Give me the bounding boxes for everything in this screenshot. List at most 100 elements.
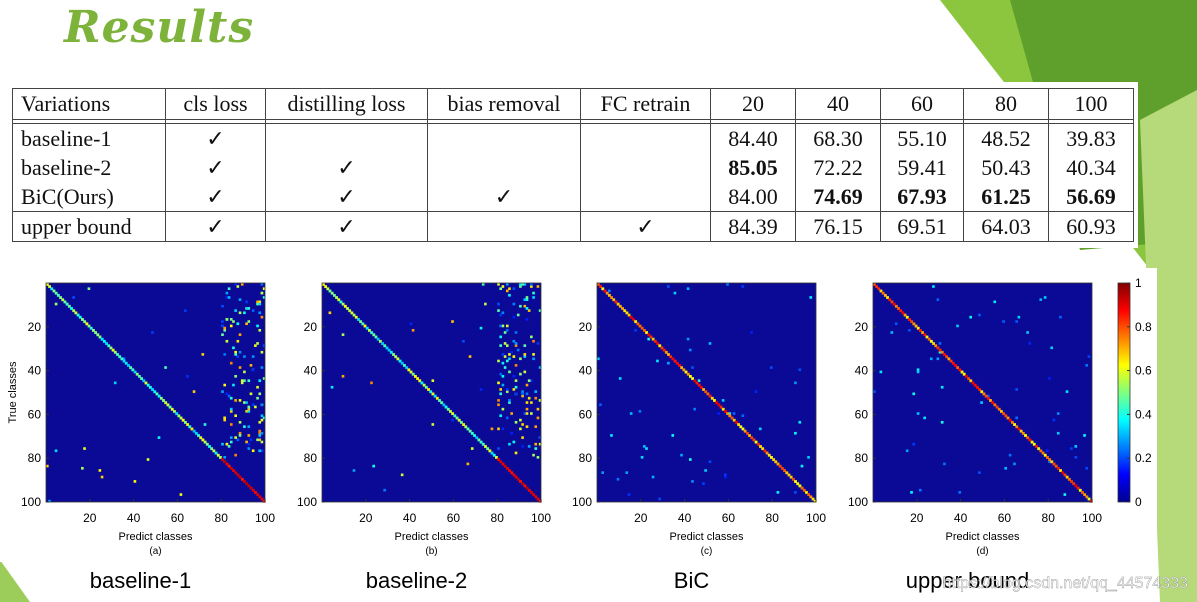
- heatmap-diagonal-cell: [1008, 418, 1012, 422]
- heatmap-cell: [238, 350, 242, 354]
- heatmap-cell: [260, 315, 264, 319]
- heatmap-cell: [499, 388, 503, 391]
- heatmap-diagonal-cell: [416, 377, 420, 381]
- heatmap-cell: [225, 296, 229, 299]
- table-cell: 60.93: [1048, 211, 1134, 242]
- heatmap-diagonal-cell: [470, 431, 474, 435]
- heatmap-diagonal-cell: [658, 344, 662, 348]
- heatmap-diagonal-cell: [201, 438, 205, 442]
- heatmap-cell: [203, 423, 207, 426]
- heatmap-diagonal-cell: [398, 359, 402, 363]
- heatmap-cell: [247, 307, 251, 310]
- heatmap-diagonal-cell: [713, 399, 716, 402]
- table-cell: upper bound: [12, 211, 166, 242]
- heatmap-cell: [918, 488, 922, 492]
- heatmap-cell: [225, 339, 229, 343]
- heatmap-cell: [530, 335, 533, 339]
- heatmap-diagonal-cell: [131, 368, 135, 372]
- heatmap-cell: [232, 383, 235, 387]
- heatmap-diagonal-cell: [761, 447, 765, 451]
- heatmap-cell: [525, 307, 529, 310]
- heatmap-diagonal-cell: [667, 353, 670, 356]
- heatmap-cell: [794, 431, 797, 435]
- table-cell: [427, 153, 581, 182]
- heatmap-cell: [905, 449, 909, 453]
- y-tick-label: 20: [28, 320, 42, 334]
- heatmap-diagonal-cell: [153, 390, 157, 394]
- heatmap-diagonal-cell: [765, 451, 769, 455]
- heatmap-cell: [750, 331, 753, 334]
- heatmap-diagonal-cell: [503, 464, 507, 468]
- heatmap-diagonal-cell: [734, 420, 738, 424]
- heatmap-cell: [249, 438, 253, 442]
- heatmap-diagonal-cell: [699, 385, 703, 389]
- heatmap-diagonal-cell: [925, 335, 929, 339]
- heatmap-diagonal-cell: [63, 300, 67, 304]
- table-cell: 69.51: [880, 211, 964, 242]
- heatmap-diagonal-cell: [205, 442, 209, 446]
- heatmap-diagonal-cell: [381, 342, 384, 345]
- heatmap-cell: [499, 372, 503, 376]
- heatmap-cell: [1015, 320, 1018, 323]
- heatmap-cell: [514, 379, 518, 382]
- heatmap-diagonal-cell: [492, 453, 496, 457]
- heatmap-diagonal-cell: [232, 469, 235, 472]
- heatmap-diagonal-cell: [98, 335, 102, 339]
- heatmap-diagonal-cell: [787, 473, 791, 477]
- heatmap-diagonal-cell: [892, 302, 896, 306]
- heatmap-diagonal-cell: [468, 429, 472, 433]
- heatmap-diagonal-cell: [199, 436, 203, 440]
- heatmap-cell: [1085, 466, 1089, 470]
- heatmap-diagonal-cell: [1000, 410, 1003, 413]
- heatmap-diagonal-cell: [1063, 473, 1067, 477]
- heatmap-cell: [1046, 449, 1049, 453]
- heatmap-diagonal-cell: [708, 394, 712, 398]
- x-tick-label: 60: [998, 511, 1012, 525]
- heatmap-diagonal-cell: [221, 458, 225, 462]
- heatmap-diagonal-cell: [945, 355, 949, 359]
- heatmap-cell: [534, 442, 538, 446]
- heatmap-diagonal-cell: [1061, 471, 1065, 475]
- heatmap-diagonal-cell: [335, 296, 338, 299]
- heatmap-cell: [411, 328, 415, 332]
- table-cell: 40.34: [1048, 153, 1134, 182]
- heatmap-diagonal-cell: [67, 304, 71, 308]
- heatmap-cell: [400, 473, 404, 477]
- heatmap-diagonal-cell: [238, 475, 242, 479]
- heatmap-diagonal-cell: [997, 407, 1001, 411]
- heatmap-cell: [260, 449, 264, 453]
- heatmap-diagonal-cell: [636, 322, 640, 326]
- heatmap-cell: [240, 379, 244, 382]
- heatmap-cell: [601, 471, 605, 474]
- heatmap-diagonal-cell: [1017, 427, 1021, 431]
- heatmap-diagonal-cell: [949, 359, 953, 363]
- heatmap-cell: [258, 379, 262, 382]
- heatmap-diagonal-cell: [256, 493, 260, 497]
- heatmap-cell: [536, 416, 540, 420]
- table-cell: bias removal: [427, 88, 581, 120]
- heatmap-diagonal-cell: [157, 394, 161, 398]
- heatmap-cell: [523, 353, 527, 356]
- heatmap-cell: [262, 416, 266, 420]
- heatmap-diagonal-cell: [188, 425, 192, 429]
- heatmap-diagonal-cell: [505, 466, 509, 470]
- heatmap-cell: [800, 464, 804, 468]
- x-tick-label: 40: [127, 511, 141, 525]
- heatmap-cell: [505, 328, 509, 332]
- heatmap-diagonal-cell: [767, 453, 771, 457]
- heatmap-diagonal-cell: [1019, 429, 1023, 433]
- heatmap-diagonal-cell: [495, 456, 498, 459]
- heatmap-cell: [223, 416, 227, 420]
- heatmap-cell: [260, 403, 264, 407]
- heatmap-cell: [978, 313, 981, 317]
- heatmap-cell: [505, 324, 509, 328]
- table-cell: 68.30: [795, 123, 881, 153]
- heatmap-cell: [505, 344, 509, 347]
- heatmap-diagonal-cell: [72, 309, 76, 313]
- colorbar: [1117, 282, 1131, 503]
- table-cell: FC retrain: [580, 88, 711, 120]
- heatmap-diagonal-cell: [148, 385, 152, 389]
- heatmap-cell: [1087, 355, 1091, 358]
- heatmap-diagonal-cell: [396, 357, 400, 361]
- heatmap-cell: [245, 440, 248, 444]
